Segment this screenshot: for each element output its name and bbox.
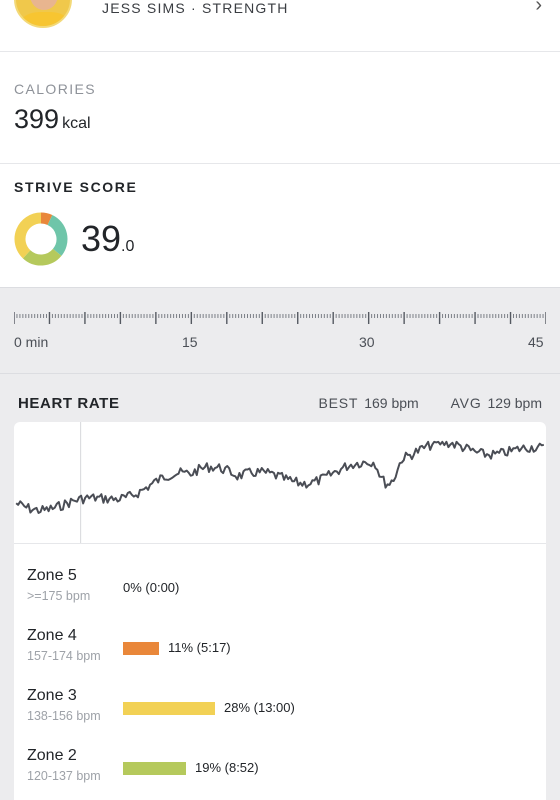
zone-bar xyxy=(123,702,215,715)
zone-row-2[interactable]: Zone 2 120-137 bpm 19% (8:52) xyxy=(14,747,546,800)
calories-value: 399 kcal xyxy=(14,104,91,135)
zone-row-4[interactable]: Zone 4 157-174 bpm 11% (5:17) xyxy=(14,627,546,687)
strive-score-donut xyxy=(14,212,68,266)
zone-value: 11% (5:17) xyxy=(168,640,231,655)
zone-name: Zone 3 xyxy=(27,687,77,704)
heart-rate-section: HEART RATE BEST 169 bpm AVG 129 bpm Zone 5… xyxy=(0,374,560,800)
avg-value: 129 bpm xyxy=(487,395,542,411)
timeline-label-15: 15 xyxy=(182,334,198,350)
strive-score-value: 39.0 xyxy=(81,218,134,260)
timeline-label-0: 0 min xyxy=(14,334,49,350)
heart-rate-chart[interactable] xyxy=(14,422,546,544)
zone-value: 0% (0:00) xyxy=(123,580,180,595)
zone-bar xyxy=(123,642,159,655)
calories-unit: kcal xyxy=(62,115,91,132)
calories-number: 399 xyxy=(14,104,60,134)
zone-name: Zone 4 xyxy=(27,627,77,644)
chevron-right-icon[interactable]: › xyxy=(535,0,542,16)
strive-score-section: STRIVE SCORE 39.0 xyxy=(0,164,560,288)
zone-row-5[interactable]: Zone 5 >=175 bpm 0% (0:00) xyxy=(14,567,546,627)
zone-name: Zone 5 xyxy=(27,567,77,584)
zone-range: 138-156 bpm xyxy=(27,709,101,723)
calories-label: CALORIES xyxy=(14,81,96,97)
timeline-ticks xyxy=(14,312,546,324)
heart-rate-card: Zone 5 >=175 bpm 0% (0:00) Zone 4 157-17… xyxy=(14,422,546,800)
zone-value: 19% (8:52) xyxy=(195,760,259,775)
instructor-avatar xyxy=(14,0,72,28)
strive-score-decimal: .0 xyxy=(121,238,135,255)
donut-segment xyxy=(14,212,42,259)
timeline-label-45: 45 xyxy=(528,334,544,350)
heart-rate-title: HEART RATE xyxy=(18,395,120,412)
avg-label: AVG xyxy=(450,395,482,411)
zone-name: Zone 2 xyxy=(27,747,77,764)
best-value: 169 bpm xyxy=(364,395,419,411)
zone-range: >=175 bpm xyxy=(27,589,91,603)
zone-value: 28% (13:00) xyxy=(224,700,295,715)
donut-segment xyxy=(47,215,68,256)
instructor-class-label: JESS SIMS · STRENGTH xyxy=(102,0,289,16)
instructor-header[interactable]: JESS SIMS · STRENGTH › xyxy=(0,0,560,52)
strive-score-main: 39 xyxy=(81,218,122,259)
strive-score-label: STRIVE SCORE xyxy=(14,179,138,195)
workout-timeline[interactable]: 0 min 15 30 45 xyxy=(0,288,560,374)
donut-segment xyxy=(22,248,62,266)
donut-segment xyxy=(40,212,53,226)
best-label: BEST xyxy=(318,395,359,411)
zone-bar xyxy=(123,762,186,775)
calories-section: CALORIES 399 kcal xyxy=(0,52,560,164)
zone-row-3[interactable]: Zone 3 138-156 bpm 28% (13:00) xyxy=(14,687,546,747)
heart-rate-line xyxy=(15,440,545,514)
zone-range: 120-137 bpm xyxy=(27,769,101,783)
timeline-label-30: 30 xyxy=(359,334,375,350)
heart-rate-stats: BEST 169 bpm AVG 129 bpm xyxy=(318,395,542,411)
zone-range: 157-174 bpm xyxy=(27,649,101,663)
